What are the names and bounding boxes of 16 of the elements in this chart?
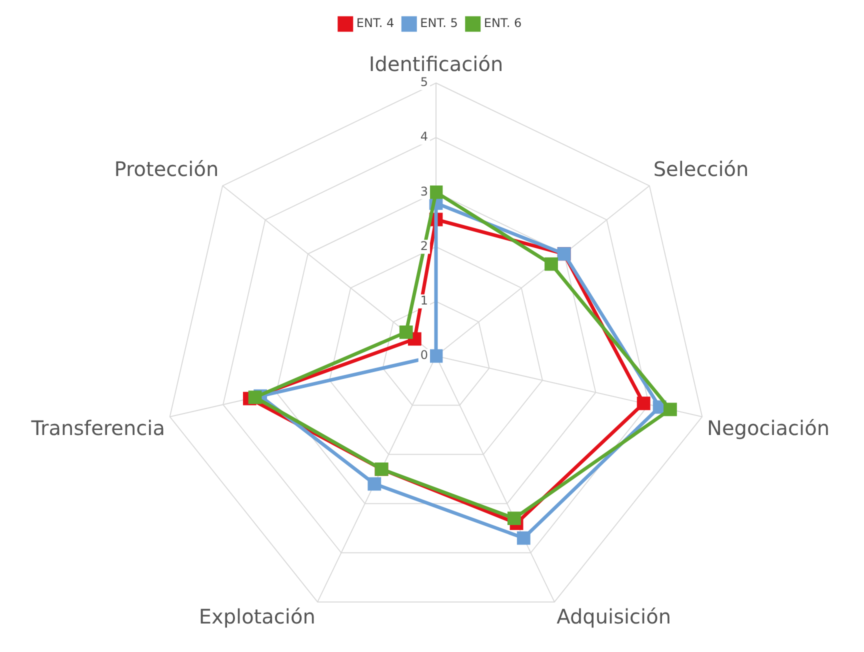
spoke-label: Negociación xyxy=(707,416,830,440)
legend-label: ENT. 6 xyxy=(484,16,522,30)
legend-label: ENT. 5 xyxy=(420,16,458,30)
y-tick-label: 0 xyxy=(420,348,428,362)
y-tick-label: 5 xyxy=(420,75,428,90)
spoke-label: Explotación xyxy=(198,604,316,629)
legend-label: ENT. 4 xyxy=(356,16,394,30)
y-tick-label: 4 xyxy=(420,130,428,144)
spoke-label: Selección xyxy=(653,156,749,181)
y-tick-label: 3 xyxy=(420,184,428,198)
spoke-label: Adquisición xyxy=(556,604,672,629)
y-tick-label: 1 xyxy=(420,294,428,308)
spoke-label: Protección xyxy=(114,156,219,181)
spoke-label: Transferencia xyxy=(30,416,165,440)
spoke-label: Identificación xyxy=(368,52,504,76)
y-tick-label: 2 xyxy=(420,238,428,253)
